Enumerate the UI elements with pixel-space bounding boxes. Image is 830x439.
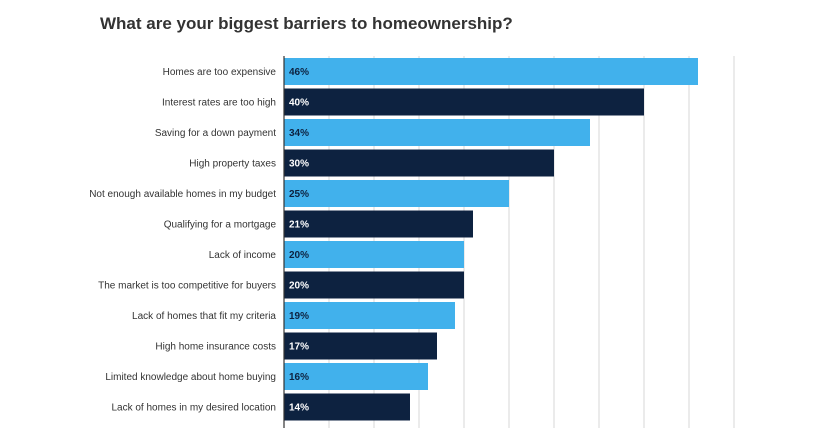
category-label: Homes are too expensive: [163, 67, 277, 78]
value-label: 14%: [289, 403, 309, 414]
bar: [284, 332, 437, 360]
bar: [284, 149, 554, 177]
category-labels: Homes are too expensive Interest rates ar…: [89, 67, 276, 414]
bar: [284, 119, 590, 146]
category-label: High home insurance costs: [155, 342, 276, 353]
category-label: Lack of homes that fit my criteria: [132, 311, 276, 322]
value-label: 21%: [289, 220, 309, 231]
category-label: The market is too competitive for buyers: [98, 281, 276, 292]
category-label: Qualifying for a mortgage: [164, 220, 277, 231]
category-label: Interest rates are too high: [162, 98, 276, 109]
bar: [284, 393, 410, 421]
bar: [284, 180, 509, 207]
value-label: 34%: [289, 128, 309, 139]
value-label: 16%: [289, 372, 309, 383]
bar: [284, 88, 644, 116]
chart-title: What are your biggest barriers to homeow…: [100, 14, 513, 33]
bar: [284, 363, 428, 390]
category-label: Saving for a down payment: [155, 128, 276, 139]
value-label: 25%: [289, 189, 309, 200]
value-label: 20%: [289, 250, 309, 261]
category-label: Not enough available homes in my budget: [89, 189, 276, 200]
bar: [284, 58, 698, 85]
value-labels: 46% 40% 34% 30% 25% 21% 20% 20% 19% 17% 16% 14%: [289, 67, 309, 414]
bars: [284, 58, 698, 421]
value-label: 46%: [289, 67, 309, 78]
value-label: 20%: [289, 281, 309, 292]
bar: [284, 302, 455, 329]
category-label: Limited knowledge about home buying: [105, 372, 276, 383]
value-label: 30%: [289, 159, 309, 170]
category-label: High property taxes: [189, 159, 276, 170]
bar: [284, 210, 473, 238]
category-label: Lack of homes in my desired location: [111, 403, 276, 414]
category-label: Lack of income: [209, 250, 277, 261]
bar: [284, 241, 464, 268]
value-label: 40%: [289, 98, 309, 109]
value-label: 17%: [289, 342, 309, 353]
value-label: 19%: [289, 311, 309, 322]
bar: [284, 271, 464, 299]
